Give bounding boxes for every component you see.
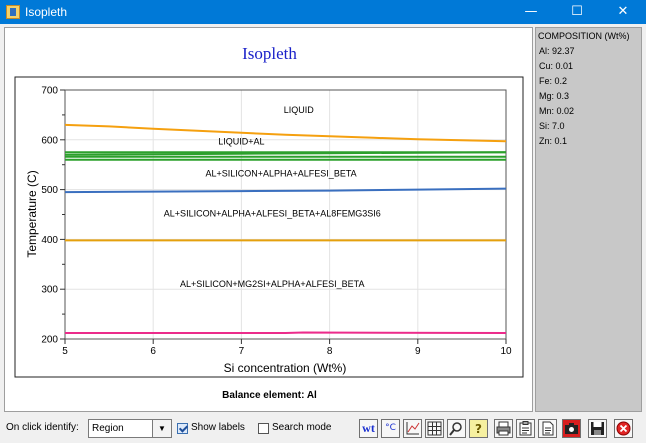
chevron-down-icon[interactable]: ▼	[152, 419, 172, 438]
balance-element-label: Balance element: Al	[222, 390, 317, 401]
save-button[interactable]	[588, 419, 607, 438]
celsius-unit-button[interactable]: °C	[381, 419, 400, 438]
composition-item-cu: Cu: 0.01	[539, 61, 574, 71]
print-button[interactable]	[494, 419, 513, 438]
search-mode-label[interactable]: Search mode	[272, 422, 332, 433]
grid-icon	[427, 421, 442, 436]
identify-select[interactable]: Region	[88, 419, 172, 438]
y-tick-label: 400	[41, 235, 58, 246]
phase-boundary-line-3	[64, 151, 507, 156]
close-circle-icon	[616, 421, 631, 436]
plot-outer-border	[14, 76, 524, 378]
y-tick-label: 700	[41, 86, 58, 97]
phase-region-label: AL+SILICON+MG2SI+ALPHA+ALFESI_BETA	[180, 279, 364, 289]
y-tick-label: 600	[41, 135, 58, 146]
document-icon	[542, 421, 554, 436]
composition-panel: COMPOSITION (Wt%) Al: 92.37 Cu: 0.01 Fe:…	[535, 27, 642, 412]
y-tick-label: 300	[41, 285, 58, 296]
help-button[interactable]: ?	[469, 419, 488, 438]
magnifier-icon	[449, 422, 462, 436]
composition-item-mn: Mn: 0.02	[539, 106, 575, 116]
show-labels-checkbox[interactable]	[177, 423, 188, 434]
phase-boundary-line-1	[64, 123, 507, 143]
x-axis-label: Si concentration (Wt%)	[224, 361, 347, 375]
composition-item-si: Si: 7.0	[539, 121, 565, 131]
camera-button[interactable]	[562, 419, 581, 438]
phase-region-label: LIQUID+AL	[218, 136, 264, 146]
phase-region-label: AL+SILICON+ALPHA+ALFESI_BETA+AL8FEMG3SI6	[164, 208, 381, 218]
tick-layer: 5 6 7 8 9 10 200 300 400 500 600 700	[41, 86, 512, 358]
zoom-button[interactable]	[447, 419, 466, 438]
close-button[interactable]: ✕	[617, 4, 629, 19]
x-tick-label: 5	[62, 346, 68, 357]
x-tick-label: 6	[150, 346, 156, 357]
identify-label: On click identify:	[6, 422, 79, 433]
maximize-button[interactable]: ☐	[571, 4, 583, 19]
x-tick-label: 8	[327, 346, 333, 357]
weight-unit-button[interactable]: wt	[359, 419, 378, 438]
svg-text:?: ?	[475, 422, 482, 436]
composition-item-zn: Zn: 0.1	[539, 136, 568, 146]
show-labels-label[interactable]: Show labels	[191, 422, 245, 433]
x-tick-label: 9	[415, 346, 421, 357]
grid-toggle-button[interactable]	[425, 419, 444, 438]
phase-boundary-line-6	[64, 187, 507, 194]
title-bar: Isopleth — ☐ ✕	[0, 0, 646, 24]
printer-icon	[496, 421, 511, 436]
y-tick-label: 500	[41, 185, 58, 196]
window-title: Isopleth	[25, 5, 68, 19]
export-button[interactable]	[538, 419, 557, 438]
phase-boundary-line-8	[65, 331, 507, 334]
close-plot-button[interactable]	[614, 419, 633, 438]
composition-item-mg: Mg: 0.3	[539, 91, 570, 101]
search-mode-checkbox[interactable]	[258, 423, 269, 434]
app-icon	[6, 5, 20, 19]
axis-settings-button[interactable]	[403, 419, 422, 438]
annotation-layer: LIQUID LIQUID+AL AL+SILICON+ALPHA+ALFESI_B…	[164, 105, 381, 289]
composition-title: COMPOSITION (Wt%)	[538, 31, 630, 41]
axes-icon	[406, 422, 420, 435]
clipboard-icon	[519, 421, 532, 436]
phase-region-label: AL+SILICON+ALPHA+ALFESI_BETA	[206, 169, 357, 179]
series-layer	[64, 123, 507, 334]
y-tick-label: 200	[41, 335, 58, 346]
plot-panel[interactable]: Isopleth 5 6 7 8 9 10 200 300 400 500 600 700 LIQUI…	[4, 27, 533, 412]
phase-region-label: LIQUID	[284, 105, 315, 115]
camera-icon	[565, 423, 578, 434]
x-tick-label: 10	[500, 346, 512, 357]
chart-title: Isopleth	[242, 44, 297, 63]
copy-button[interactable]	[516, 419, 535, 438]
isopleth-chart[interactable]: 5 6 7 8 9 10 200 300 400 500 600 700 LIQUID LIQUID+A…	[5, 28, 534, 413]
x-tick-label: 7	[239, 346, 245, 357]
y-axis-label: Temperature (C)	[25, 170, 39, 257]
floppy-disk-icon	[591, 422, 604, 435]
question-icon: ?	[475, 422, 482, 436]
composition-item-fe: Fe: 0.2	[539, 76, 568, 86]
composition-item-al: Al: 92.37	[539, 46, 575, 56]
minimize-button[interactable]: —	[524, 4, 538, 19]
bottom-toolbar: On click identify: Region ▼ Show labels …	[0, 414, 646, 443]
